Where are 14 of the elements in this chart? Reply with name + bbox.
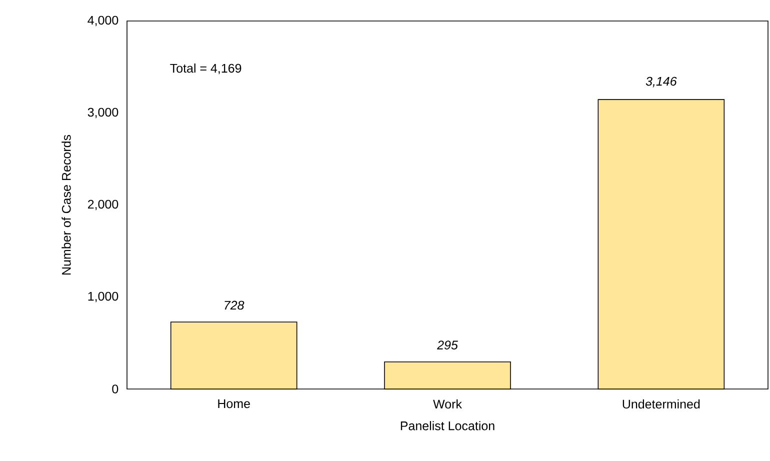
annotation: Total = 4,169: [170, 64, 242, 74]
y-tick-label: 3,000: [88, 108, 118, 118]
y-tick-label: 2,000: [88, 200, 118, 210]
data-label: 295: [437, 340, 458, 350]
x-tick-label: Work: [433, 399, 462, 409]
data-label: 3,146: [646, 76, 677, 88]
y-tick-label: 0: [112, 384, 118, 394]
y-axis-title: Number of Case Records: [62, 134, 71, 274]
x-tick-label: Home: [218, 399, 250, 408]
x-axis-title: Panelist Location: [400, 421, 494, 430]
x-tick-label: Undetermined: [622, 399, 700, 409]
data-label: 728: [224, 300, 244, 310]
y-tick-label: 1,000: [88, 292, 118, 302]
y-tick-label: 4,000: [88, 16, 118, 26]
